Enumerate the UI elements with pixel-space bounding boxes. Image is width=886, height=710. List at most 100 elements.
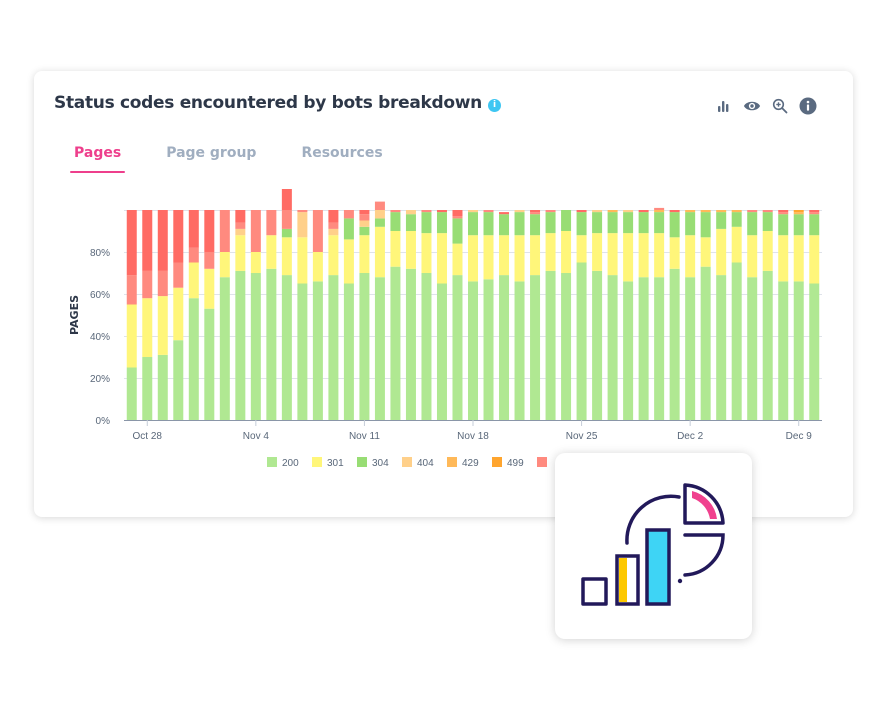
bar-stack[interactable] <box>436 210 447 420</box>
bar-stack[interactable] <box>499 212 510 420</box>
bar-segment-other <box>359 214 370 221</box>
legend-label: 304 <box>372 458 389 469</box>
bar-segment-404 <box>328 228 339 236</box>
bar-segment-other <box>204 252 215 269</box>
bar-stack[interactable] <box>592 210 603 420</box>
bar-stack[interactable] <box>219 210 230 420</box>
legend-item[interactable]: 200 <box>267 457 299 469</box>
bar-segment-301 <box>654 233 665 278</box>
bar-stack[interactable] <box>514 210 525 420</box>
bar-stack[interactable] <box>700 210 711 420</box>
bar-segment-404 <box>374 210 385 219</box>
zoom-in-icon[interactable] <box>771 97 789 115</box>
info-icon[interactable] <box>799 97 817 115</box>
bar-segment-301 <box>716 228 727 276</box>
bar-stack[interactable] <box>607 210 618 420</box>
bar-segment-429 <box>716 210 727 213</box>
tab-resources[interactable]: Resources <box>301 145 383 161</box>
bar-segment-200 <box>731 262 742 420</box>
bar-stack[interactable] <box>142 210 153 420</box>
bar-stack[interactable] <box>173 210 184 420</box>
bar-segment-301 <box>809 235 820 284</box>
bar-stack[interactable] <box>204 210 215 420</box>
bar-stack[interactable] <box>483 210 494 420</box>
bar-stack[interactable] <box>468 210 478 420</box>
legend-label: 404 <box>417 458 434 469</box>
bar-stack[interactable] <box>126 210 137 420</box>
bar-segment-other <box>809 212 820 215</box>
bar-stack[interactable] <box>809 210 820 420</box>
bar-stack[interactable] <box>250 210 261 420</box>
bar-segment-other <box>312 210 323 252</box>
bar-segment-other <box>281 210 292 229</box>
bar-segment-200 <box>514 281 525 420</box>
bar-segment-304 <box>700 212 711 238</box>
bar-stack[interactable] <box>731 210 742 420</box>
card-title: Status codes encountered by bots breakdo… <box>54 93 501 113</box>
bar-segment-200 <box>390 266 401 420</box>
bar-segment-other <box>188 210 199 248</box>
bar-segment-200 <box>576 262 587 420</box>
bar-stack[interactable] <box>530 210 541 420</box>
bar-stack[interactable] <box>747 210 758 420</box>
bar-stack[interactable] <box>374 201 385 420</box>
bar-segment-200 <box>157 354 168 420</box>
legend-swatch <box>537 457 547 467</box>
bar-stack[interactable] <box>654 207 665 420</box>
bar-stack[interactable] <box>623 210 634 420</box>
bar-segment-301 <box>700 237 711 267</box>
bar-stack[interactable] <box>669 210 680 420</box>
analytics-overlay-card <box>555 453 752 639</box>
bar-stack[interactable] <box>762 210 773 420</box>
legend-item[interactable]: 429 <box>447 457 479 469</box>
bar-stack[interactable] <box>312 210 323 420</box>
legend-item[interactable]: 404 <box>402 457 434 469</box>
bar-stack[interactable] <box>685 210 696 420</box>
bar-stack[interactable] <box>188 210 199 420</box>
bar-stack[interactable] <box>545 210 556 420</box>
bar-stack[interactable] <box>390 210 401 420</box>
legend-item[interactable]: 304 <box>357 457 389 469</box>
bar-stack[interactable] <box>716 210 727 420</box>
bar-stack[interactable] <box>452 210 463 420</box>
bar-stack[interactable] <box>328 210 339 420</box>
bar-segment-other <box>576 210 587 213</box>
bar-segment-200 <box>669 268 680 420</box>
bar-stack[interactable] <box>343 210 354 420</box>
bar-segment-200 <box>793 281 804 420</box>
bar-stack[interactable] <box>359 210 370 420</box>
bar-segment-other <box>778 210 789 213</box>
bar-stack[interactable] <box>778 210 789 420</box>
y-tick-label: 20% <box>90 374 110 385</box>
bar-segment-304 <box>638 212 649 234</box>
bar-segment-304 <box>793 214 804 236</box>
bar-stack[interactable] <box>793 210 804 420</box>
bar-chart-icon[interactable] <box>715 97 733 115</box>
bar-stack[interactable] <box>561 210 572 420</box>
bar-stack[interactable] <box>421 210 432 420</box>
eye-icon[interactable] <box>743 97 761 115</box>
legend-item[interactable]: 499 <box>492 457 524 469</box>
bar-stack[interactable] <box>297 210 308 420</box>
bar-segment-other <box>530 212 541 215</box>
bar-segment-200 <box>654 277 665 420</box>
legend-swatch <box>447 457 457 467</box>
legend-item[interactable]: 301 <box>312 457 344 469</box>
bar-stack[interactable] <box>235 210 246 420</box>
legend-item[interactable] <box>537 457 547 467</box>
bar-stack[interactable] <box>266 210 277 420</box>
bar-stack[interactable] <box>576 210 587 420</box>
title-info-icon[interactable]: i <box>487 99 501 112</box>
tab-pages[interactable]: Pages <box>70 141 126 173</box>
bar-stack[interactable] <box>638 210 649 420</box>
bar-segment-other <box>328 222 339 229</box>
bar-segment-other <box>390 210 401 213</box>
bar-segment-200 <box>561 273 572 420</box>
bar-segment-304 <box>545 212 556 234</box>
tab-page-group[interactable]: Page group <box>166 145 257 161</box>
bar-segment-200 <box>809 283 820 420</box>
bar-stack[interactable] <box>157 210 168 420</box>
bar-stack[interactable] <box>405 210 416 420</box>
bar-stack[interactable] <box>281 189 292 420</box>
legend-label: 499 <box>507 458 524 469</box>
